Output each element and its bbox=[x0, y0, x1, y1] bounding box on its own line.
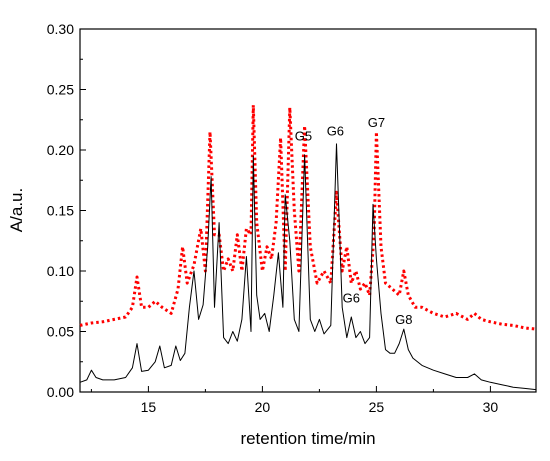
y-tick-label: 0.20 bbox=[47, 142, 74, 158]
y-axis-ticks: 0.00 0.05 0.10 0.15 0.20 0.25 0.30 bbox=[47, 21, 86, 400]
x-axis-ticks: 15 20 25 30 bbox=[90, 386, 499, 415]
y-tick-label: 0.10 bbox=[47, 263, 74, 279]
peak-label: G8 bbox=[395, 312, 412, 327]
peak-label: G6 bbox=[343, 290, 360, 305]
y-tick-label: 0.25 bbox=[47, 82, 74, 98]
x-tick-label: 25 bbox=[369, 399, 385, 415]
x-tick-label: 20 bbox=[255, 399, 271, 415]
peak-label: G7 bbox=[368, 115, 385, 130]
y-tick-label: 0.15 bbox=[47, 203, 74, 219]
peak-label: G6 bbox=[327, 123, 344, 138]
y-axis-title: A/a.u. bbox=[7, 188, 26, 232]
peak-label: G5 bbox=[295, 128, 312, 143]
y-tick-label: 0.30 bbox=[47, 21, 74, 37]
x-tick-label: 15 bbox=[141, 399, 157, 415]
series-layer bbox=[79, 103, 537, 391]
y-tick-label: 0.05 bbox=[47, 324, 74, 340]
y-tick-label: 0.00 bbox=[47, 384, 74, 400]
series-solid-black-line bbox=[79, 143, 537, 391]
series-dotted-red-line bbox=[79, 103, 537, 331]
annotation-layer: G5 G6 G7 G6 G8 bbox=[295, 115, 413, 327]
x-tick-label: 30 bbox=[483, 399, 499, 415]
x-axis-title: retention time/min bbox=[240, 429, 375, 448]
